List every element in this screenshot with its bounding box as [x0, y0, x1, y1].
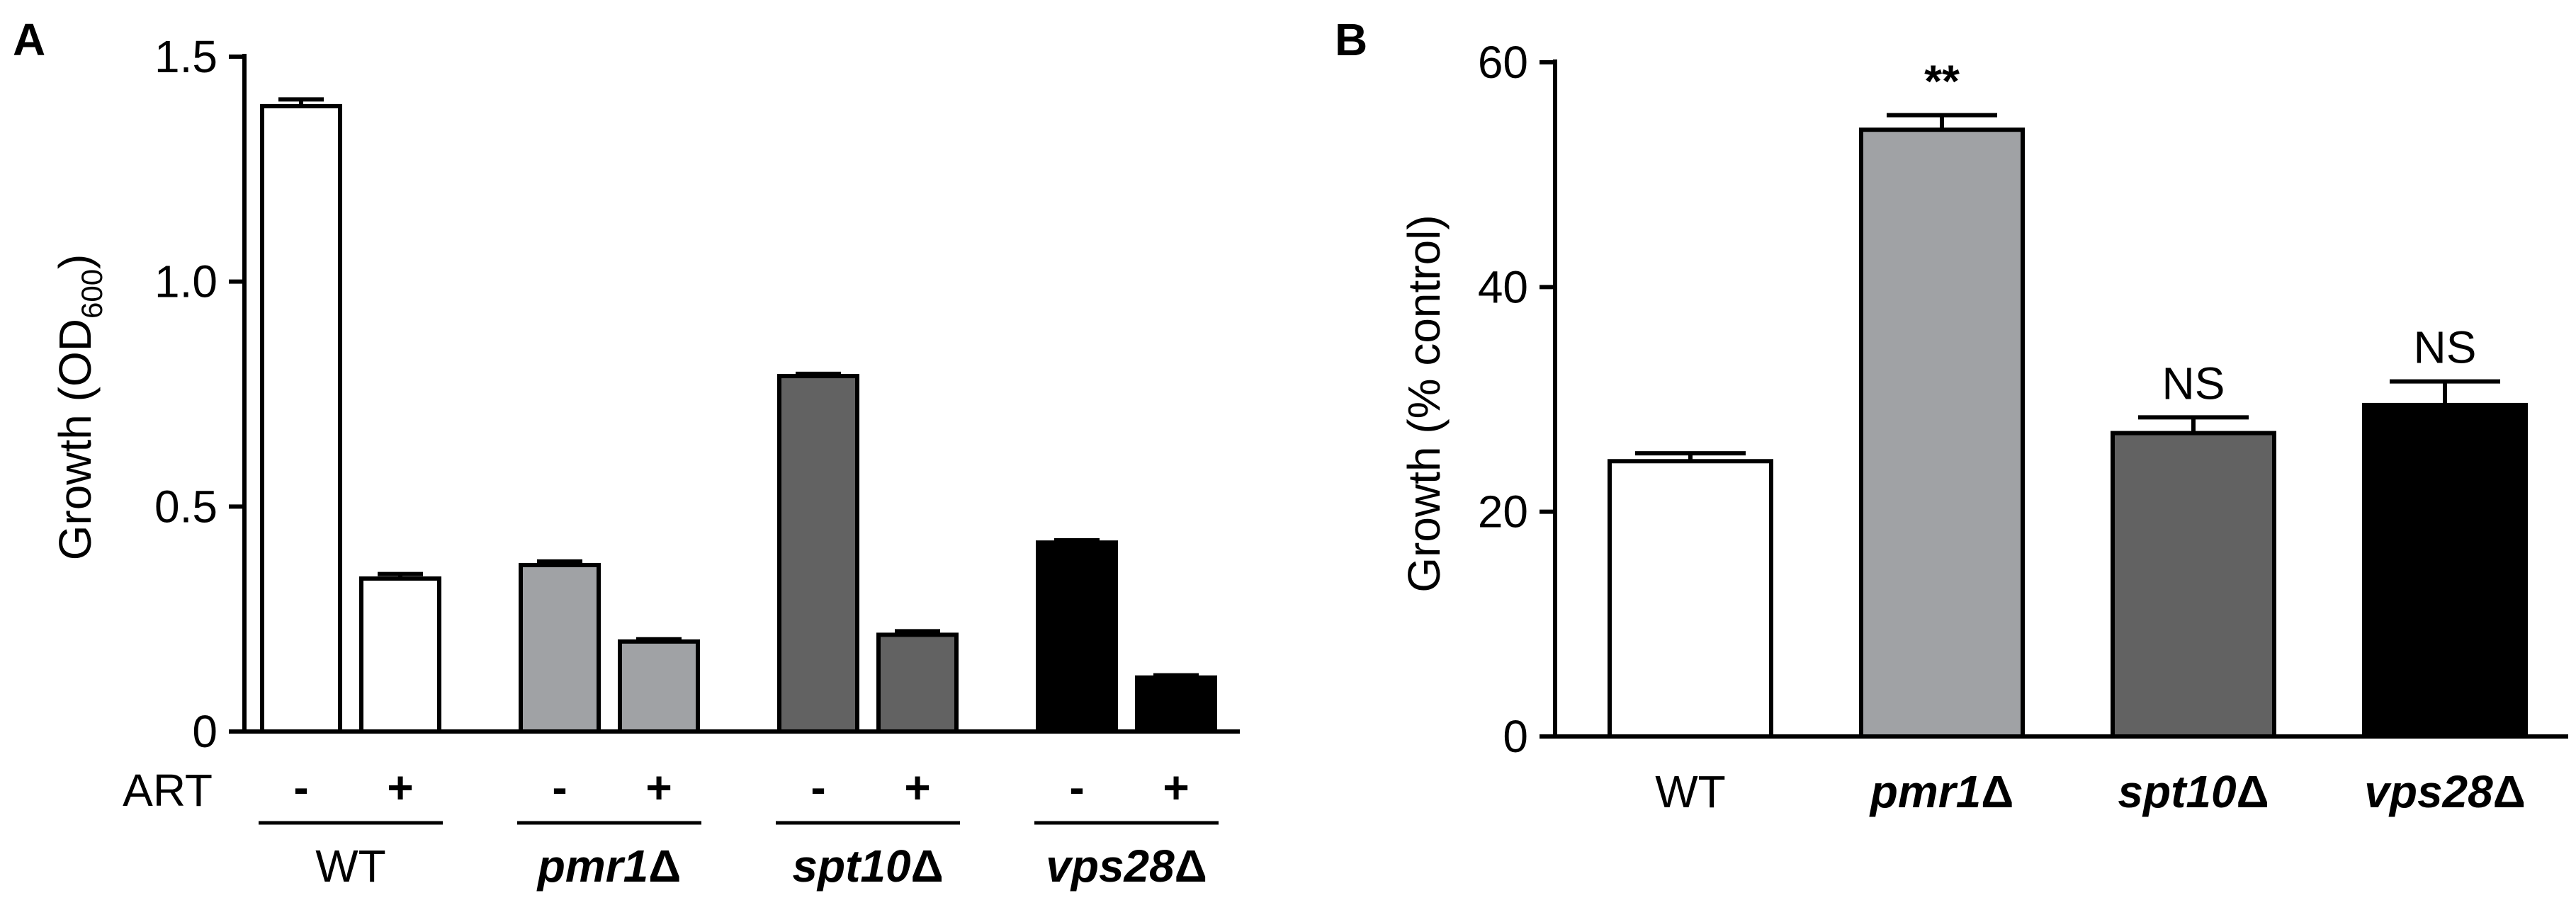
panel-b-significance-label: ** — [1924, 56, 1960, 107]
panel-b-bar — [2362, 402, 2528, 739]
panel-a-y-tick-label: 0.5 — [154, 481, 218, 532]
panel-b-significance-label: NS — [2162, 358, 2225, 409]
panel-b-significance-label: NS — [2414, 322, 2477, 373]
panel-a-treatment-sign: - — [810, 762, 825, 813]
panel-a-group-label: vps28Δ — [1046, 841, 1207, 892]
panel-b-y-tick-label: 20 — [1478, 486, 1528, 537]
panel-a-bar — [260, 103, 342, 734]
panel-b-category-label: vps28Δ — [2364, 766, 2525, 817]
panel-a-y-tick-label: 1.5 — [154, 31, 218, 82]
panel-b-label: B — [1335, 14, 1367, 65]
panel-a-bar — [359, 576, 441, 734]
panel-b-y-axis-label: Growth (% control) — [1399, 215, 1450, 592]
panel-a-ylabel-sub: 600 — [75, 269, 108, 319]
panel-a-bar — [1036, 540, 1118, 734]
panel-a-bar — [1135, 675, 1217, 734]
panel-a-y-ticks: 0 0.5 1.0 1.5 — [154, 31, 244, 757]
panel-b-chart: B ** NS NS 0 20 40 60 WT pmr1Δ spt10Δ vps28Δ Gro… — [1335, 14, 2568, 817]
panel-a-y-tick-label: 1.0 — [154, 256, 218, 307]
panel-a-treatment-sign: + — [904, 762, 930, 813]
panel-b-bar — [2111, 431, 2276, 739]
panel-b-bar — [1608, 459, 1773, 739]
panel-a-x-labels: ART - + - + - + - +WT pmr1Δ spt10Δ vps28Δ — [123, 762, 1219, 892]
panel-a-group-label: WT — [315, 841, 386, 892]
panel-b-y-tick-label: 60 — [1478, 37, 1528, 88]
panel-a-group-label: pmr1Δ — [536, 841, 682, 892]
panel-b-x-labels: WT pmr1Δ spt10Δ vps28Δ — [1655, 766, 2525, 817]
panel-a-treatment-sign: - — [552, 762, 567, 813]
panel-a-treatment-sign: - — [293, 762, 308, 813]
panel-b-bar — [1859, 127, 2025, 739]
panel-b-y-tick-label: 40 — [1478, 261, 1528, 312]
panel-a-treatment-sign: + — [645, 762, 672, 813]
panel-a-ylabel-main: Growth (OD — [50, 319, 101, 560]
panel-b-category-label: WT — [1655, 766, 1726, 817]
panel-b-y-tick-label: 0 — [1503, 711, 1528, 762]
panel-b-category-label: spt10Δ — [2118, 766, 2269, 817]
panel-a-treatment-sign: - — [1069, 762, 1084, 813]
panel-b-category-label: pmr1Δ — [1869, 766, 2014, 817]
panel-a-bar — [777, 374, 859, 734]
panel-a-bar — [519, 562, 601, 734]
panel-a-treatment-sign: + — [1163, 762, 1189, 813]
panel-a-bar — [876, 632, 959, 734]
panel-b-y-ticks: 0 20 40 60 — [1478, 37, 1555, 762]
panel-a-bars — [260, 97, 1217, 734]
panel-a-group-label: spt10Δ — [792, 841, 943, 892]
panel-a-y-axis-label: Growth (OD600) — [50, 254, 108, 561]
panel-a-label: A — [13, 14, 45, 65]
panel-a-chart: A 00.51.01.5 ART - + - + - + - +WT pmr1Δ spt10Δ vps… — [13, 14, 1240, 892]
panel-a-treatment-label: ART — [123, 765, 213, 816]
panel-a-treatment-sign: + — [387, 762, 413, 813]
panel-b-bars: ** NS NS — [1608, 56, 2528, 739]
panel-a-bar — [618, 639, 700, 734]
panel-a-ylabel-end: ) — [50, 254, 101, 269]
panel-a-y-tick-label: 0 — [192, 706, 218, 757]
